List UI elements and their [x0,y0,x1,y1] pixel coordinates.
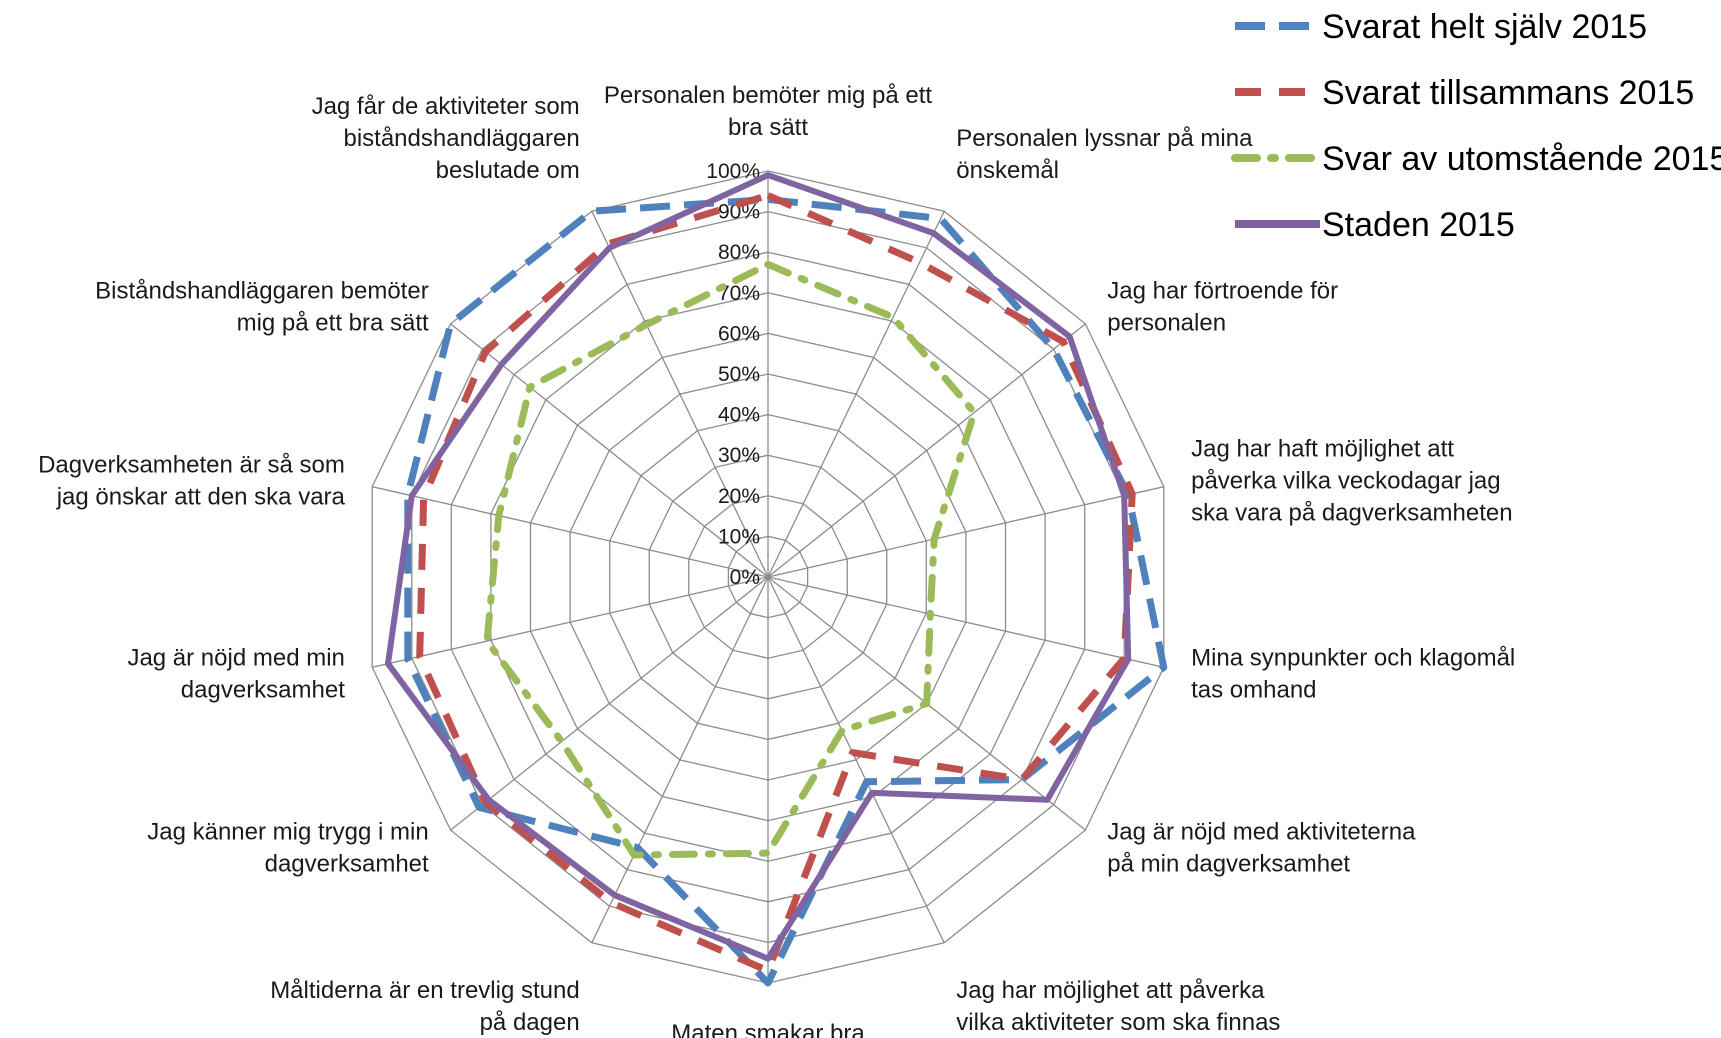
category-label-line: önskemål [956,157,1059,184]
tick-label: 60% [718,322,760,345]
category-label-line: på min dagverksamhet [1107,851,1350,878]
category-label-line: Mina synpunkter och klagomål [1191,645,1515,672]
category-label-7: Jag har möjlighet att påverka vilka aktiv… [956,977,1280,1038]
category-label-line: på dagen [480,1009,580,1036]
category-label-14: Jag får de aktiviteter som biståndshandlä… [312,93,580,184]
tick-label: 40% [718,404,760,427]
category-label-line: Jag känner mig trygg i min [147,819,428,846]
category-label-12: Dagverksamheten är så som jag önskar att … [38,451,345,510]
legend-label-2: Svarat tillsammans 2015 [1322,74,1694,112]
tick-label: 10% [718,525,760,548]
category-label-line: vilka aktiviteter som ska finnas [956,1009,1280,1036]
category-label-2: Personalen lyssnar på mina önskemål [956,125,1253,184]
spoke-7 [767,576,945,944]
category-label-line: Jag har möjlighet att påverka [956,977,1265,1004]
spoke-12 [372,486,769,578]
series-line-2 [416,191,1136,975]
series-lines [385,172,1168,987]
category-label-line: jag önskar att den ska vara [56,483,346,510]
category-label-line: Jag är nöjd med aktiviteterna [1107,819,1416,846]
category-label-line: Personalen bemöter mig på ett [604,82,933,109]
legend-label-1: Svarat helt själv 2015 [1322,8,1647,46]
category-label-line: Maten smakar bra [671,1020,865,1038]
category-label-9: Måltiderna är en trevlig stund på dagen [270,977,580,1036]
legend-label-3: Svar av utomstående 2015 [1322,140,1721,178]
tick-label: 80% [718,241,760,264]
category-label-8: Maten smakar bra [671,1020,865,1038]
category-label-4: Jag har haft möjlighet att påverka vilka … [1191,435,1513,526]
category-label-line: dagverksamhet [181,677,345,704]
spoke-5 [767,576,1164,668]
category-label-line: påverka vilka veckodagar jag [1191,467,1501,494]
category-label-3: Jag har förtroende för personalen [1107,277,1338,336]
tick-label: 100% [706,160,760,183]
legend-label-4: Staden 2015 [1322,206,1515,244]
category-label-line: Måltiderna är en trevlig stund [270,977,580,1004]
category-label-line: mig på ett bra sätt [237,309,429,336]
spoke-9 [591,576,769,944]
category-label-line: Biståndshandläggaren bemöter [95,277,429,304]
category-label-line: beslutade om [436,157,580,184]
category-label-line: dagverksamhet [265,851,429,878]
category-label-line: Jag får de aktiviteter som [312,93,580,120]
spoke-11 [372,576,769,668]
tick-label: 0% [730,566,760,589]
spoke-2 [767,210,945,578]
spoke-3 [767,323,1086,578]
category-label-line: Jag har haft möjlighet att [1191,435,1454,462]
category-label-13: Biståndshandläggaren bemöter mig på ett b… [95,277,429,336]
series-line-4 [385,172,1132,962]
category-label-line: ska vara på dagverksamheten [1191,499,1513,526]
tick-label: 70% [718,282,760,305]
tick-label: 30% [718,444,760,467]
category-label-6: Jag är nöjd med aktiviteterna på min dagv… [1107,819,1416,878]
category-labels: Personalen bemöter mig på ett bra sätt Per… [38,82,1515,1038]
spoke-14 [591,210,769,578]
tick-label: 90% [718,201,760,224]
category-label-11: Jag är nöjd med min dagverksamhet [127,645,345,704]
series-line-3 [483,260,978,859]
spoke-4 [767,486,1164,578]
category-label-1: Personalen bemöter mig på ett bra sätt [604,82,933,141]
category-label-line: Jag har förtroende för [1107,277,1338,304]
category-label-line: Personalen lyssnar på mina [956,125,1253,152]
category-label-line: Jag är nöjd med min [127,645,344,672]
category-label-line: personalen [1107,309,1226,336]
category-label-line: Dagverksamheten är så som [38,451,345,478]
tick-label: 50% [718,363,760,386]
legend: Svarat helt själv 2015 Svarat tillsammans… [1231,8,1721,244]
series-line-1 [404,195,1168,987]
spoke-10 [450,576,769,831]
category-label-line: bra sätt [728,114,808,141]
category-label-line: biståndshandläggaren [343,125,579,152]
category-label-10: Jag känner mig trygg i min dagverksamhet [147,819,429,878]
category-label-5: Mina synpunkter och klagomål tas omhand [1191,645,1515,704]
tick-label: 20% [718,485,760,508]
radial-tick-labels: 0% 10% 20% 30% 40% 50% 60% 70% 80% 90% 100% [706,160,760,589]
category-label-line: tas omhand [1191,677,1316,704]
